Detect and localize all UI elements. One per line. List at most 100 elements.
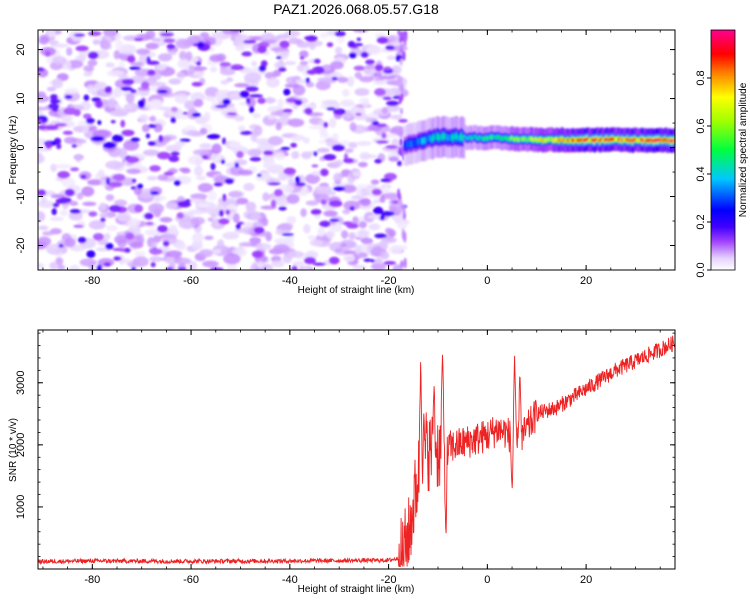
heatmap-cell	[54, 163, 73, 169]
heatmap-cell	[97, 120, 102, 125]
heatmap-cell	[148, 203, 165, 214]
heatmap-cell	[106, 225, 118, 232]
spectrogram-y-label: Frequency (Hz)	[8, 116, 19, 185]
heatmap-cell	[331, 133, 339, 141]
heatmap-cell	[152, 235, 162, 243]
spectrogram-x-tick-label: -60	[183, 275, 199, 287]
heatmap-cell	[453, 133, 457, 140]
heatmap-cell	[52, 43, 69, 48]
heatmap-cell	[118, 147, 128, 159]
heatmap-cell	[664, 137, 668, 142]
heatmap-cell	[38, 36, 50, 45]
heatmap-cell	[199, 143, 212, 149]
heatmap-cell	[603, 138, 607, 142]
heatmap-cell	[467, 136, 471, 140]
heatmap-cell	[245, 85, 259, 92]
heatmap-cell	[344, 148, 354, 153]
heatmap-cell	[149, 115, 157, 122]
heatmap-cell	[619, 138, 623, 142]
heatmap-cell	[219, 62, 232, 67]
heatmap-cell	[609, 137, 613, 142]
heatmap-cell	[522, 137, 526, 141]
heatmap-cell	[255, 138, 272, 145]
heatmap-cell	[105, 62, 115, 68]
heatmap-cell	[354, 88, 370, 96]
heatmap-cell	[373, 71, 382, 78]
heatmap-cell	[374, 233, 387, 239]
heatmap-cell	[279, 40, 290, 49]
heatmap-cell	[534, 137, 538, 141]
heatmap-cell	[213, 182, 223, 187]
heatmap-cell	[657, 138, 661, 143]
heatmap-cell	[477, 136, 481, 140]
heatmap-cell	[156, 151, 171, 160]
heatmap-cell	[229, 141, 242, 149]
heatmap-cell	[507, 137, 511, 141]
heatmap-cell	[163, 171, 175, 176]
heatmap-cell	[55, 257, 64, 266]
heatmap-cell	[412, 139, 415, 147]
heatmap-cell	[470, 136, 474, 140]
heatmap-cell	[64, 188, 75, 197]
heatmap-cell	[69, 167, 80, 172]
heatmap-cell	[548, 137, 552, 142]
heatmap-cell	[69, 209, 82, 214]
heatmap-cell	[226, 112, 237, 116]
heatmap-cell	[386, 100, 399, 107]
heatmap-cell	[38, 211, 46, 222]
heatmap-cell	[42, 231, 55, 236]
heatmap-cell	[196, 61, 202, 66]
heatmap-cell	[373, 199, 382, 204]
heatmap-cell	[97, 169, 105, 178]
heatmap-cell	[462, 134, 466, 142]
heatmap-cell	[71, 144, 78, 148]
heatmap-cell	[228, 92, 242, 99]
heatmap-cell	[308, 124, 325, 130]
heatmap-cell	[355, 187, 363, 198]
heatmap-cell	[343, 200, 361, 211]
heatmap-cell	[304, 256, 316, 265]
heatmap-cell	[134, 250, 146, 257]
heatmap-cell	[333, 186, 346, 192]
heatmap-cell	[539, 137, 543, 142]
heatmap-cell	[158, 134, 164, 143]
heatmap-cell	[249, 213, 261, 221]
heatmap-cell	[301, 266, 310, 270]
heatmap-cell	[210, 162, 216, 171]
heatmap-cell	[184, 199, 191, 203]
heatmap-cell	[38, 236, 52, 247]
heatmap-cell	[222, 193, 227, 202]
heatmap-cell	[579, 138, 583, 142]
heatmap-cell	[326, 107, 336, 111]
heatmap-cell	[38, 262, 45, 269]
heatmap-cell	[602, 138, 606, 142]
heatmap-cell	[398, 118, 408, 123]
heatmap-cell	[491, 135, 495, 139]
heatmap-cell	[220, 79, 229, 85]
heatmap-cell	[519, 137, 523, 142]
heatmap-cell	[264, 264, 273, 270]
heatmap-cell	[588, 138, 592, 143]
heatmap-cell	[64, 237, 76, 248]
heatmap-cell	[398, 146, 402, 155]
heatmap-cell	[235, 44, 245, 52]
colorbar-label: Normalized spectral amplitude	[738, 82, 749, 217]
heatmap-cell	[314, 185, 333, 195]
heatmap-cell	[219, 68, 236, 76]
heatmap-cell	[263, 150, 274, 156]
heatmap-cell	[432, 134, 436, 141]
heatmap-cell	[125, 93, 135, 104]
heatmap-cell	[99, 202, 107, 211]
heatmap-cell	[58, 197, 72, 204]
heatmap-cell	[408, 139, 412, 147]
heatmap-cell	[64, 94, 73, 100]
heatmap-cell	[224, 178, 234, 184]
heatmap-cell	[577, 138, 581, 143]
heatmap-cell	[385, 45, 395, 51]
heatmap-cell	[514, 137, 517, 142]
heatmap-cell	[68, 211, 83, 221]
heatmap-cell	[131, 266, 136, 270]
heatmap-cell	[157, 89, 168, 94]
heatmap-cell	[128, 225, 141, 235]
heatmap-cell	[475, 136, 479, 141]
